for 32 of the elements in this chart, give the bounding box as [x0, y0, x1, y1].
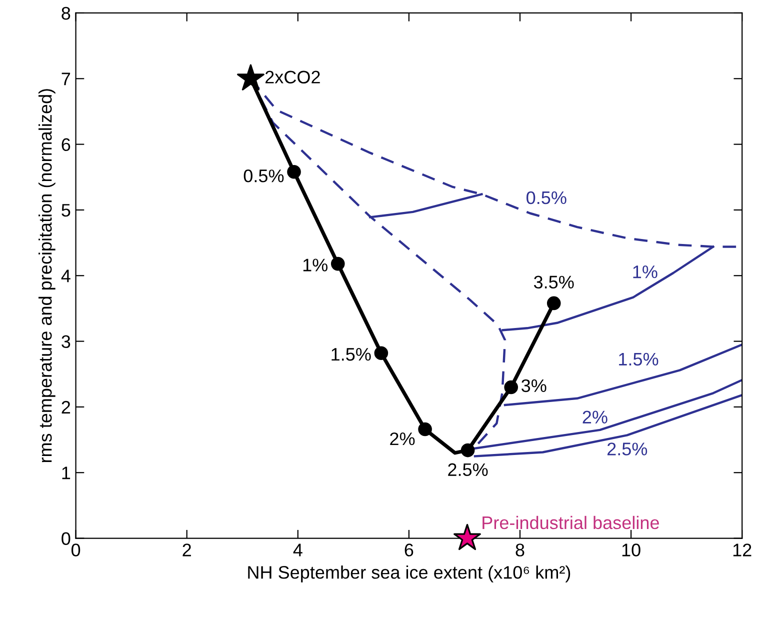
x-tick-label: 6 — [404, 544, 414, 556]
annotation: 3.5% — [534, 276, 574, 289]
annotation: 3% — [522, 379, 546, 392]
x-axis-title: NH September sea ice extent (x10⁶ km²) — [248, 566, 570, 582]
annotation: 1% — [633, 266, 658, 278]
y-tick-label: 4 — [61, 270, 70, 282]
x-tick-label: 2 — [182, 544, 191, 556]
y-tick-label: 1 — [62, 466, 70, 480]
annotation: 1.5% — [332, 348, 371, 361]
x-tick-label: 4 — [293, 544, 302, 556]
x-tick-label: 0 — [71, 544, 80, 556]
annotation: 1.5% — [619, 352, 658, 366]
annotation: 2xCO2 — [265, 70, 320, 84]
annotation: 1% — [303, 258, 328, 272]
y-tick-label: 2 — [62, 400, 70, 414]
annotation: 2.5% — [448, 463, 488, 476]
x-tick-label: 10 — [622, 544, 640, 556]
annotation: 2.5% — [607, 442, 648, 456]
x-tick-label: 8 — [516, 544, 524, 556]
x-tick-label: 12 — [733, 544, 752, 556]
y-tick-label: 7 — [62, 72, 70, 86]
y-axis-title: rms temperature and precipitation (normalized) — [38, 89, 56, 462]
y-tick-label: 0 — [62, 532, 70, 545]
annotation: 2% — [582, 410, 608, 424]
y-tick-label: 6 — [62, 138, 70, 152]
annotation: 0.5% — [244, 170, 284, 182]
y-tick-label: 3 — [62, 335, 70, 348]
annotation: 0.5% — [526, 191, 566, 204]
annotation: Pre-industrial baseline — [482, 516, 659, 530]
y-tick-label: 8 — [62, 6, 70, 20]
y-tick-label: 5 — [62, 204, 70, 217]
annotation: 2% — [390, 432, 415, 446]
